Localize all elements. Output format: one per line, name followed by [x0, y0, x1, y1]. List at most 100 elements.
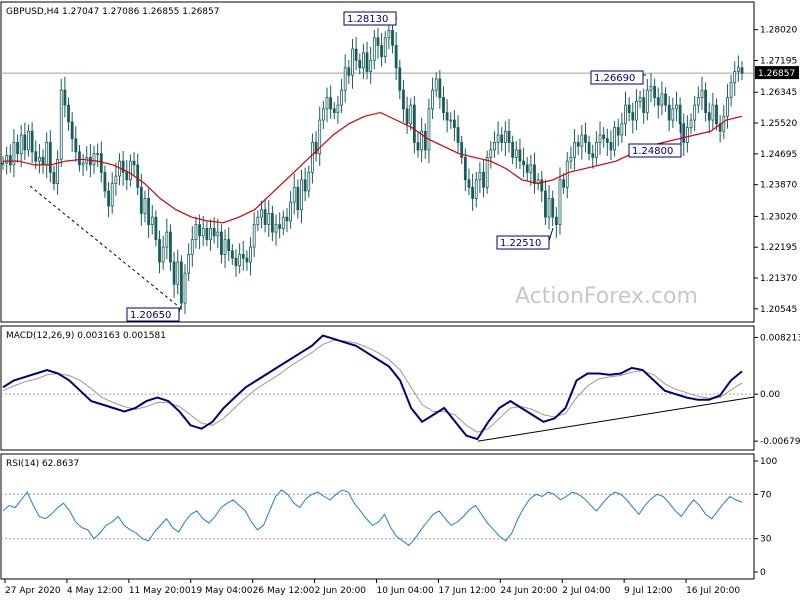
rsi-tick-label: 30	[760, 535, 772, 545]
time-tick-label: 17 Jun 12:00	[438, 586, 495, 596]
candle-body	[627, 104, 631, 113]
candle-body	[158, 239, 161, 263]
candle-body	[154, 216, 158, 240]
candle-body	[96, 153, 100, 156]
candle-body	[314, 142, 318, 155]
candle-body	[325, 97, 329, 110]
macd-tick-label: -0.006796	[760, 437, 800, 447]
price-tick-label: 1.28020	[760, 26, 797, 36]
candle-body	[303, 179, 307, 192]
candle-body	[12, 142, 16, 166]
candle-body	[449, 119, 453, 122]
candle-body	[551, 198, 555, 218]
price-header: GBPUSD,H4 1.27047 1.27086 1.26855 1.2685…	[6, 7, 219, 17]
candle-body	[489, 149, 493, 158]
time-tick-label: 10 Jun 04:00	[377, 586, 434, 596]
candle-body	[613, 127, 616, 151]
candle-body	[573, 142, 576, 158]
candle-body	[223, 239, 227, 255]
candle-body	[405, 108, 409, 125]
candle-body	[653, 86, 657, 99]
candle-body	[460, 142, 464, 158]
rsi-tick-label: 0	[760, 568, 766, 578]
candle-body	[67, 104, 70, 123]
candle-body	[52, 171, 56, 184]
rsi-tick-label: 70	[760, 490, 772, 500]
candle-body	[245, 257, 249, 263]
candle-body	[103, 171, 107, 192]
candle-body	[420, 130, 424, 151]
candle-body	[274, 224, 278, 233]
time-tick-label: 2 Jul 04:00	[562, 586, 611, 596]
candle-body	[565, 160, 569, 188]
rsi-pane: RSI(14) 62.8637 100 70 30 0	[0, 453, 777, 580]
candle-body	[485, 156, 489, 188]
candle-body	[8, 155, 12, 166]
candle-body	[445, 112, 449, 121]
candle-body	[198, 224, 201, 237]
candle-body	[48, 142, 52, 173]
rsi-pane-frame	[0, 453, 755, 580]
candle-body	[729, 82, 733, 99]
candle-body	[129, 160, 132, 181]
macd-header: MACD(12,26,9) 0.003163 0.001581	[6, 331, 166, 341]
macd-pane-frame	[0, 325, 755, 451]
candle-body	[442, 97, 445, 113]
dashed-trendline	[29, 185, 179, 307]
candle-body	[169, 231, 172, 263]
callout-label: 1.28130	[347, 14, 388, 25]
callout-label: 1.26690	[594, 73, 635, 84]
rsi-tick-label: 100	[760, 457, 777, 467]
candle-body	[165, 231, 169, 248]
macd-signal-line	[2, 339, 743, 433]
candle-body	[365, 52, 369, 72]
candle-body	[409, 104, 413, 125]
candle-body	[602, 134, 606, 140]
candle-body	[318, 119, 322, 155]
rsi-line	[2, 489, 743, 547]
callout-recent-high: 1.26690	[590, 70, 646, 85]
candle-body	[438, 78, 442, 99]
candle-body	[507, 130, 511, 143]
candle-body	[369, 59, 373, 72]
candle-body	[27, 130, 30, 151]
candle-body	[176, 261, 180, 285]
candle-body	[340, 89, 343, 106]
candle-body	[540, 179, 544, 192]
candle-body	[645, 89, 649, 113]
price-tick-label: 1.26345	[760, 88, 797, 98]
candle-body	[456, 127, 460, 143]
macd-axis: 0.008213 0.00 -0.006796	[754, 333, 800, 447]
candle-body	[700, 89, 704, 99]
candle-body	[522, 160, 525, 166]
candle-body	[616, 127, 620, 136]
macd-line	[2, 334, 743, 441]
candle-body	[172, 261, 176, 285]
candle-body	[1, 162, 5, 165]
candle-body	[722, 115, 726, 132]
time-tick-label: 27 Apr 2020	[5, 586, 61, 596]
candle-body	[361, 52, 365, 69]
candle-body	[92, 153, 96, 166]
macd-tick-label: 0.008213	[760, 333, 800, 343]
candle-body	[594, 142, 598, 158]
candle-body	[471, 186, 475, 199]
candle-body	[496, 134, 500, 143]
candle-body	[201, 227, 205, 237]
callout-box	[496, 235, 550, 250]
candle-body	[383, 37, 387, 57]
candle-body	[711, 104, 715, 121]
candle-body	[427, 108, 431, 151]
candle-body	[394, 44, 398, 69]
candle-body	[649, 86, 653, 91]
candle-body	[30, 130, 34, 153]
candle-body	[74, 138, 78, 153]
candle-body	[292, 186, 296, 203]
candle-body	[150, 216, 154, 226]
candle-body	[70, 121, 74, 140]
last-price-box	[755, 66, 799, 80]
time-tick-label: 4 May 12:00	[67, 586, 123, 596]
candle-body	[398, 67, 402, 91]
candle-body	[529, 164, 533, 173]
candle-body	[234, 257, 238, 267]
